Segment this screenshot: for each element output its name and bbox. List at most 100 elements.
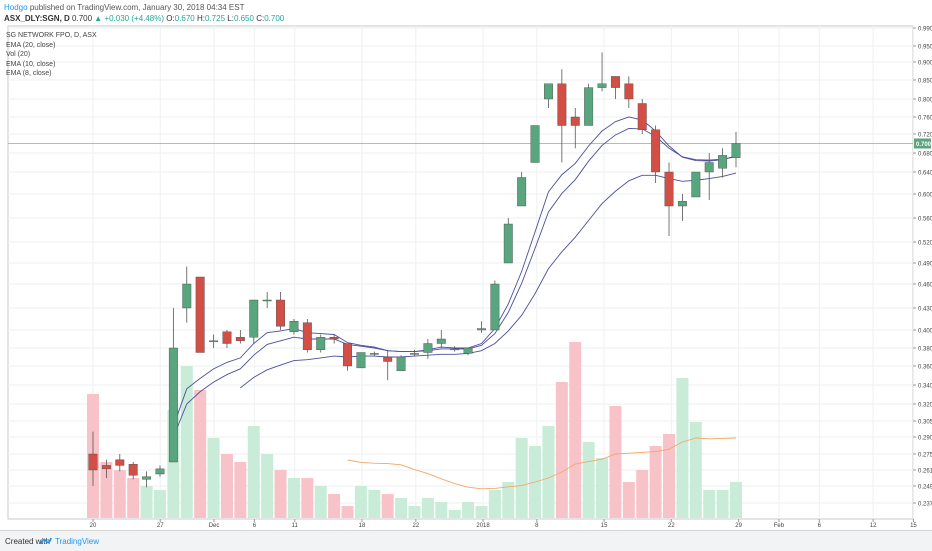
candle-body <box>195 276 205 353</box>
candle <box>369 351 379 357</box>
volume-bar <box>314 486 327 518</box>
candle-body <box>530 125 540 163</box>
volume-bar <box>140 486 153 518</box>
y-tick-label: 0.520 <box>918 241 932 247</box>
candle <box>128 462 138 480</box>
symbol-info: ASX_DLY:SGN, D 0.700 ▲ +0.030 (+4.48%) O… <box>4 14 284 23</box>
candle-body <box>557 83 567 126</box>
candle <box>544 83 553 108</box>
x-tick-label: 2018 <box>476 523 490 529</box>
price-axis: 0.990 0.950 0.900 0.850 0.800 0.760 0.720 0.680… <box>913 27 932 508</box>
x-tick-label: 29 <box>735 523 742 529</box>
chart-grid <box>7 25 914 520</box>
candle-body <box>436 338 446 344</box>
candle <box>557 69 567 163</box>
indicator-legend: SG NETWORK FPO, D, ASX EMA (20, close) V… <box>6 31 97 79</box>
volume-bar <box>328 494 341 518</box>
volume-bar <box>435 502 448 518</box>
y-tick-label: 0.275 <box>918 453 932 459</box>
candle <box>423 339 433 359</box>
candle-body <box>289 321 299 333</box>
candle-body <box>128 464 138 476</box>
candle-body <box>182 283 192 309</box>
candle-body <box>677 200 687 207</box>
y-tick-label: 0.320 <box>918 403 932 409</box>
plot-frame <box>7 25 914 520</box>
y-tick-label: 0.237 <box>918 502 932 508</box>
volume-bar <box>100 462 113 518</box>
candle-body <box>718 155 728 169</box>
candle-body <box>597 83 607 88</box>
volume-bar <box>180 366 193 518</box>
footer-brand-link[interactable]: TradingView <box>55 537 100 546</box>
candle <box>115 454 125 472</box>
candle <box>155 465 165 477</box>
candle <box>651 125 661 183</box>
candle-body <box>423 343 433 353</box>
y-tick-label: 0.600 <box>918 193 932 199</box>
volume-bar <box>582 442 595 518</box>
candle <box>235 330 245 344</box>
y-tick-label: 0.900 <box>918 61 932 67</box>
candlesticks <box>88 52 741 488</box>
candle <box>584 83 594 126</box>
last-price-label: 0.700 <box>916 142 932 148</box>
candle-body <box>142 476 152 480</box>
last-price-badge <box>914 138 931 149</box>
y-tick-label: 0.340 <box>918 384 932 390</box>
volume-bar <box>502 482 515 518</box>
symbol-name: ASX_DLY:SGN, D <box>4 14 70 23</box>
candle-body <box>209 340 219 342</box>
candle <box>142 471 152 488</box>
volume-bar <box>703 490 716 518</box>
candle <box>356 352 366 369</box>
candle-body <box>664 171 674 207</box>
legend-ema10[interactable]: EMA (10, close) <box>6 60 56 68</box>
x-tick-label: 8 <box>535 523 539 529</box>
x-tick-label: 12 <box>870 523 877 529</box>
candle-body <box>704 162 714 173</box>
legend-symbol[interactable]: SG NETWORK FPO, D, ASX <box>6 32 97 39</box>
legend-volume[interactable]: Vol (20) <box>6 51 31 58</box>
candle-body <box>490 283 500 331</box>
candle-body <box>651 129 661 173</box>
x-tick-label: 15 <box>910 523 917 529</box>
candle-body <box>544 83 553 100</box>
volume-bar <box>730 482 742 518</box>
volume-bar <box>555 382 568 518</box>
candle-body <box>356 352 366 369</box>
price-chart[interactable]: 0.990 0.950 0.900 0.850 0.800 0.760 0.720 0.680… <box>0 0 932 530</box>
price-change: ▲ +0.030 (+4.48%) <box>94 14 165 23</box>
volume-bar <box>475 506 488 518</box>
candle-body <box>637 103 647 130</box>
volume-bar <box>448 510 461 518</box>
candle <box>262 292 272 308</box>
candle <box>276 292 285 330</box>
y-tick-label: 0.990 <box>918 27 932 33</box>
candle-body <box>316 337 326 351</box>
legend-ema8[interactable]: EMA (8, close) <box>6 70 52 77</box>
y-tick-label: 0.305 <box>918 420 932 426</box>
volume-bar <box>301 478 314 518</box>
author-link[interactable]: Hodgo <box>4 3 28 12</box>
candle-body <box>262 299 272 302</box>
candle <box>302 319 312 353</box>
time-axis: 20 27 Dec 6 11 18 22 2018 8 15 22 29 Feb 6 12 15 <box>90 519 917 529</box>
candle-body <box>570 116 580 126</box>
candle <box>637 99 647 134</box>
volume-bar <box>247 426 260 518</box>
volume-bar <box>716 490 729 518</box>
y-tick-label: 0.360 <box>918 365 932 371</box>
candle <box>249 299 259 344</box>
candle <box>503 218 513 264</box>
y-tick-label: 0.490 <box>918 262 932 268</box>
y-tick-label: 0.249 <box>918 485 932 491</box>
volume-bar <box>381 494 394 518</box>
volume-bar <box>421 498 434 518</box>
volume-bar <box>542 426 555 518</box>
x-tick-label: 18 <box>359 523 366 529</box>
tradingview-logo-icon[interactable] <box>40 535 52 546</box>
candle <box>101 459 111 478</box>
legend-ema20[interactable]: EMA (20, close) <box>6 41 56 49</box>
volume-bar <box>368 490 381 518</box>
